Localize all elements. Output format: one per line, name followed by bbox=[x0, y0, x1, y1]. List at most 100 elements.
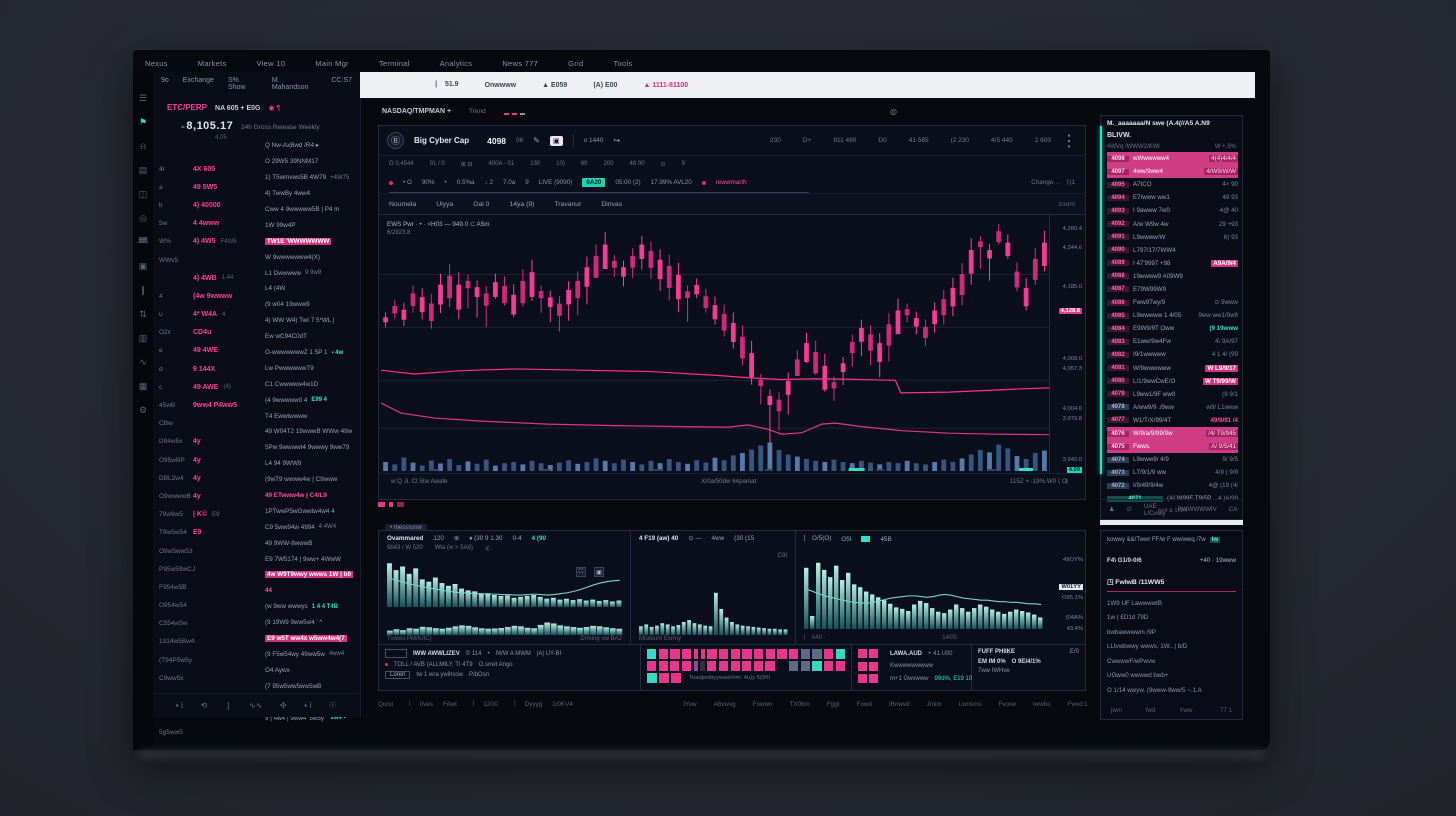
subheader-item[interactable]: 10) bbox=[556, 161, 565, 167]
watchlist-row[interactable]: 5w 4 4www bbox=[159, 215, 261, 233]
watchlist-row[interactable]: L1 Dwwwww 9 9w9 bbox=[265, 265, 357, 281]
hamburger-menu-icon[interactable]: ☰ bbox=[138, 93, 148, 103]
mini3-footer-item[interactable]: ⎸ A40 · bbox=[804, 635, 826, 641]
order-row[interactable]: 4091 L9wwww/W 6) 93 bbox=[1107, 231, 1238, 244]
order-row[interactable]: 4093 I 9awww 7w0 4@ 40 bbox=[1107, 204, 1238, 217]
order-row[interactable]: 4092 A/w W9w 4w 29 +93 bbox=[1107, 217, 1238, 230]
subheader-item[interactable]: 01 / 0 bbox=[429, 161, 445, 167]
heatmap-square[interactable] bbox=[707, 661, 717, 671]
heatmap-square[interactable] bbox=[789, 649, 799, 659]
heatmap-square[interactable] bbox=[835, 661, 845, 671]
watchlist-row[interactable]: 4w W9T9wwy wwws 1W | b0 bbox=[265, 567, 357, 583]
heatmap-square[interactable] bbox=[719, 649, 729, 659]
order-footer-item[interactable]: CA bbox=[1228, 506, 1238, 513]
status-item[interactable]: Fggt bbox=[826, 700, 840, 708]
order-row[interactable]: 4082 I9/1wwwww 4 1 4/ (99 bbox=[1107, 348, 1238, 361]
panel-header-item[interactable]: Exchange bbox=[182, 77, 214, 84]
panel-header-item[interactable]: 9o bbox=[161, 77, 169, 84]
status-item[interactable]: Fowd bbox=[856, 700, 872, 708]
header-value[interactable]: 41 585 bbox=[908, 137, 929, 144]
wave-icon[interactable]: ∿ bbox=[139, 357, 147, 367]
order-row[interactable]: 4077 W1/T/X/99/4T 49/9/91 /4 bbox=[1107, 414, 1238, 427]
time-axis-row[interactable]: w:Q Ji. Ct 5tw Awafe X/0a/50dw 64pamat 1… bbox=[379, 473, 1085, 489]
order-row[interactable]: 4074 L9www9/ 4/9 9/ 9/5 bbox=[1107, 453, 1238, 466]
watchlist-row[interactable]: 44 bbox=[265, 583, 357, 599]
heatmap-square[interactable] bbox=[670, 661, 680, 671]
chart-tab[interactable]: Oal 0 bbox=[473, 200, 490, 208]
watchlist-row[interactable]: C1 Cwwwww4w1D bbox=[265, 376, 357, 392]
menu-item[interactable]: Terminal bbox=[378, 58, 410, 68]
watchlist-row[interactable]: O95wBP 4y bbox=[159, 451, 261, 469]
play-icon[interactable]: ▪ ⅰ bbox=[175, 701, 184, 710]
mini3-header-item[interactable]: O5I bbox=[841, 535, 852, 543]
mini1-area-chart[interactable] bbox=[387, 611, 623, 635]
subheader-item[interactable]: 48 00 bbox=[629, 161, 645, 167]
watchlist-row[interactable]: O 29W5 39NNM17 bbox=[265, 154, 357, 170]
watchlist-row[interactable]: O954w54 bbox=[159, 597, 261, 615]
watchlist-row[interactable]: L4 94 9WW8 bbox=[265, 456, 357, 472]
news-footer-item[interactable]: fwd bbox=[1145, 707, 1156, 714]
watchlist-row[interactable]: WWv5 bbox=[159, 251, 261, 269]
panel-icon[interactable]: ▣ bbox=[594, 567, 604, 577]
order-row[interactable]: 4073 L7/9/1/9 ww 4/9 ( 9/9 bbox=[1107, 466, 1238, 479]
indicator-item[interactable]: 9 bbox=[525, 179, 529, 186]
interval-label[interactable]: o 1440 bbox=[583, 137, 604, 144]
watchlist-row[interactable]: 4) WW W4) TwI 7 5*WL | bbox=[265, 313, 357, 329]
orders-icon[interactable]: ◫ bbox=[138, 189, 148, 199]
info-item[interactable]: Onwwww bbox=[484, 81, 517, 89]
indicator-item[interactable]: ↓ 2 bbox=[484, 179, 493, 186]
watchlist-row[interactable]: 1314w5Bw4. bbox=[159, 633, 261, 651]
watchlist-row[interactable]: T4 Ewwtwwww bbox=[265, 408, 357, 424]
order-row[interactable]: 4080 L/1/9wwCwE/O W T9/99/W bbox=[1107, 375, 1238, 388]
book-icon[interactable]: ▦ bbox=[138, 381, 148, 391]
price-axis[interactable]: 4,280.4 4,244.6 4,185.0 4,128.8 4,068.0 4,057… bbox=[1049, 215, 1085, 474]
header-value[interactable]: 2 600 bbox=[1034, 137, 1051, 144]
order-row[interactable]: 4086 Fww9Twy/9 ⊙ 9www bbox=[1107, 296, 1238, 309]
chart-plot-area[interactable]: EWS Pwr · • · <H03 — 949.0 ⊂ A5m 6/2923.… bbox=[379, 215, 1085, 474]
order-footer-item[interactable]: UAE L/Cvwly bbox=[1143, 502, 1166, 517]
watchlist-row[interactable]: (9 w04 19www9 bbox=[265, 297, 357, 313]
gear-icon[interactable]: ⚙ bbox=[138, 405, 148, 415]
order-row[interactable]: 4090 L797/17/7WW4 bbox=[1107, 244, 1238, 257]
watchlist-row[interactable]: 49 W04T2 19wwwB WWw 49w bbox=[265, 424, 357, 440]
flag-icon[interactable]: ⚑ bbox=[138, 117, 148, 127]
watchlist-row[interactable]: 4) TwwBy 4ww4 bbox=[265, 186, 357, 202]
watchlist-row[interactable]: 49 9WW-9wwwB bbox=[265, 535, 357, 551]
watchlist-row[interactable]: C554w5w bbox=[159, 615, 261, 633]
order-row[interactable]: 4083 E1ww/9w4Fw 4\ 9A/97 bbox=[1107, 335, 1238, 348]
menu-item[interactable]: News 777 bbox=[502, 58, 539, 68]
watchlist-row[interactable]: (w 9ww wwwys 1 4 4 T4B bbox=[265, 599, 357, 615]
heatmap-square[interactable] bbox=[730, 661, 740, 671]
heatmap-square[interactable] bbox=[647, 649, 657, 659]
panel-header-item[interactable]: CC:S7 bbox=[331, 77, 352, 84]
watchlist-row[interactable]: W 9wwwwwww4(X) bbox=[265, 249, 357, 265]
heatmap-square[interactable] bbox=[824, 661, 834, 671]
order-footer-item[interactable]: ∅ bbox=[1126, 506, 1132, 513]
heatmap-square[interactable] bbox=[742, 649, 752, 659]
order-row[interactable]: 4072 I/9/49/9/4w 4@ (19 (4/ bbox=[1107, 479, 1238, 492]
order-row[interactable]: 4088 19wwww9 A09W9 bbox=[1107, 270, 1238, 283]
heatmap-square[interactable] bbox=[765, 661, 775, 671]
subheader-item[interactable]: 9 bbox=[681, 161, 685, 167]
watchlist-row[interactable]: 45wB 9ww4 P4ww5 bbox=[159, 396, 261, 414]
status-item[interactable]: Fowwn bbox=[752, 700, 773, 708]
pin-icon[interactable]: ❙ bbox=[139, 285, 147, 295]
heatmap-square[interactable] bbox=[824, 649, 834, 659]
menu-item[interactable]: Main Mgr bbox=[315, 58, 349, 68]
col-header-left[interactable]: 4WVq /WWW2/KWr bbox=[1107, 144, 1161, 150]
panel-header-item[interactable]: M. Mahandson bbox=[271, 77, 309, 91]
order-row[interactable]: 4097 4ww/9ww4 4/W9/W/W bbox=[1107, 165, 1238, 179]
divider-icon[interactable]: ❘ bbox=[224, 701, 232, 710]
subheader-item[interactable]: 400A · 01 bbox=[488, 161, 515, 167]
draw-icon[interactable]: ✎ bbox=[533, 136, 540, 145]
status-item[interactable]: Itves bbox=[419, 700, 434, 708]
news-tag[interactable]: Iw bbox=[1209, 537, 1221, 543]
symbol-alert-icon[interactable]: ◉ ¶ bbox=[268, 105, 281, 112]
refresh-icon[interactable]: ⟲ bbox=[200, 701, 208, 710]
status-item[interactable]: Iwwbo bbox=[1032, 700, 1051, 708]
flag-small-icon[interactable]: ▪ ⅰ bbox=[304, 701, 312, 710]
more-icon[interactable]: ⋮ bbox=[1061, 132, 1077, 150]
header-value[interactable]: (2 230 bbox=[950, 137, 970, 144]
loren-button[interactable]: Loren bbox=[385, 671, 411, 679]
news-item[interactable]: O 1/14 wwyw. (9www-9ww/5 ~.1.A bbox=[1107, 686, 1202, 694]
